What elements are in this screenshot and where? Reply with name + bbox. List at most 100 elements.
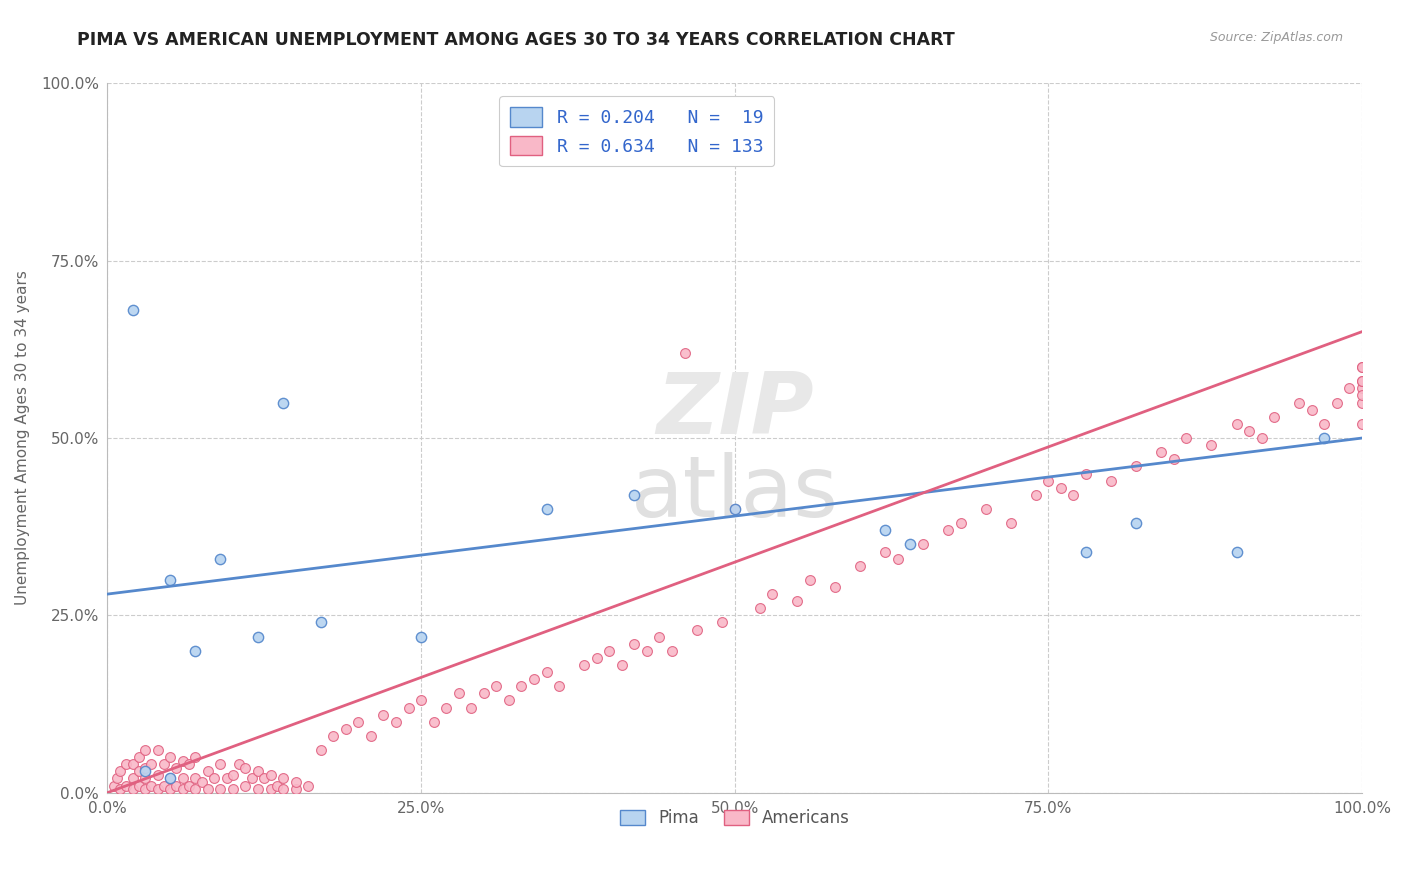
Point <box>121 772 143 786</box>
Point <box>1038 474 1060 488</box>
Point <box>134 761 156 775</box>
Point <box>153 757 176 772</box>
Point <box>447 686 470 700</box>
Point <box>686 623 709 637</box>
Point <box>623 488 645 502</box>
Point <box>409 630 432 644</box>
Point <box>636 644 658 658</box>
Point <box>1351 360 1374 375</box>
Point <box>1326 395 1348 409</box>
Point <box>271 772 294 786</box>
Point <box>875 544 897 558</box>
Point <box>1351 417 1374 431</box>
Point <box>373 707 395 722</box>
Point <box>141 757 163 772</box>
Point <box>911 537 934 551</box>
Point <box>309 615 332 630</box>
Point <box>1351 381 1374 395</box>
Point <box>748 601 770 615</box>
Point <box>190 775 212 789</box>
Point <box>146 782 169 797</box>
Point <box>949 516 972 530</box>
Point <box>1175 431 1198 445</box>
Point <box>197 782 219 797</box>
Point <box>849 558 872 573</box>
Point <box>1351 374 1374 388</box>
Point <box>271 395 294 409</box>
Point <box>1074 544 1097 558</box>
Point <box>134 743 156 757</box>
Point <box>134 772 156 786</box>
Point <box>536 502 558 516</box>
Point <box>184 772 207 786</box>
Point <box>253 772 276 786</box>
Point <box>1062 488 1084 502</box>
Point <box>121 757 143 772</box>
Point <box>165 761 187 775</box>
Point <box>115 757 138 772</box>
Point <box>1351 388 1374 402</box>
Point <box>1099 474 1122 488</box>
Point <box>936 523 959 537</box>
Point <box>1237 424 1260 438</box>
Point <box>235 761 257 775</box>
Point <box>297 779 319 793</box>
Point <box>165 779 187 793</box>
Point <box>184 782 207 797</box>
Point <box>1301 402 1323 417</box>
Point <box>572 658 595 673</box>
Point <box>209 757 232 772</box>
Point <box>159 750 181 764</box>
Point <box>711 615 734 630</box>
Point <box>648 630 671 644</box>
Point <box>1225 417 1247 431</box>
Point <box>1201 438 1223 452</box>
Point <box>107 772 129 786</box>
Point <box>434 700 457 714</box>
Point <box>398 700 420 714</box>
Point <box>1313 417 1336 431</box>
Point <box>128 764 150 779</box>
Point <box>134 782 156 797</box>
Point <box>177 779 200 793</box>
Point <box>887 551 910 566</box>
Point <box>898 537 921 551</box>
Point <box>141 779 163 793</box>
Text: Source: ZipAtlas.com: Source: ZipAtlas.com <box>1209 31 1343 45</box>
Point <box>724 502 747 516</box>
Point <box>266 779 288 793</box>
Point <box>1050 481 1073 495</box>
Point <box>172 772 194 786</box>
Point <box>761 587 783 601</box>
Point <box>108 764 131 779</box>
Point <box>1074 467 1097 481</box>
Point <box>1125 516 1147 530</box>
Point <box>246 782 269 797</box>
Point <box>1351 360 1374 375</box>
Point <box>460 700 482 714</box>
Point <box>146 743 169 757</box>
Point <box>1313 431 1336 445</box>
Point <box>128 779 150 793</box>
Point <box>1125 459 1147 474</box>
Point <box>1150 445 1173 459</box>
Point <box>347 714 370 729</box>
Point <box>485 679 508 693</box>
Point <box>235 779 257 793</box>
Point <box>610 658 633 673</box>
Point <box>824 580 846 594</box>
Point <box>799 573 821 587</box>
Point <box>673 346 696 360</box>
Point <box>228 757 250 772</box>
Point <box>335 722 357 736</box>
Point <box>108 782 131 797</box>
Point <box>153 779 176 793</box>
Point <box>259 782 281 797</box>
Point <box>284 775 307 789</box>
Point <box>1163 452 1185 467</box>
Point <box>271 782 294 797</box>
Text: atlas: atlas <box>631 452 839 535</box>
Point <box>786 594 808 608</box>
Point <box>184 750 207 764</box>
Text: ZIP: ZIP <box>657 369 814 452</box>
